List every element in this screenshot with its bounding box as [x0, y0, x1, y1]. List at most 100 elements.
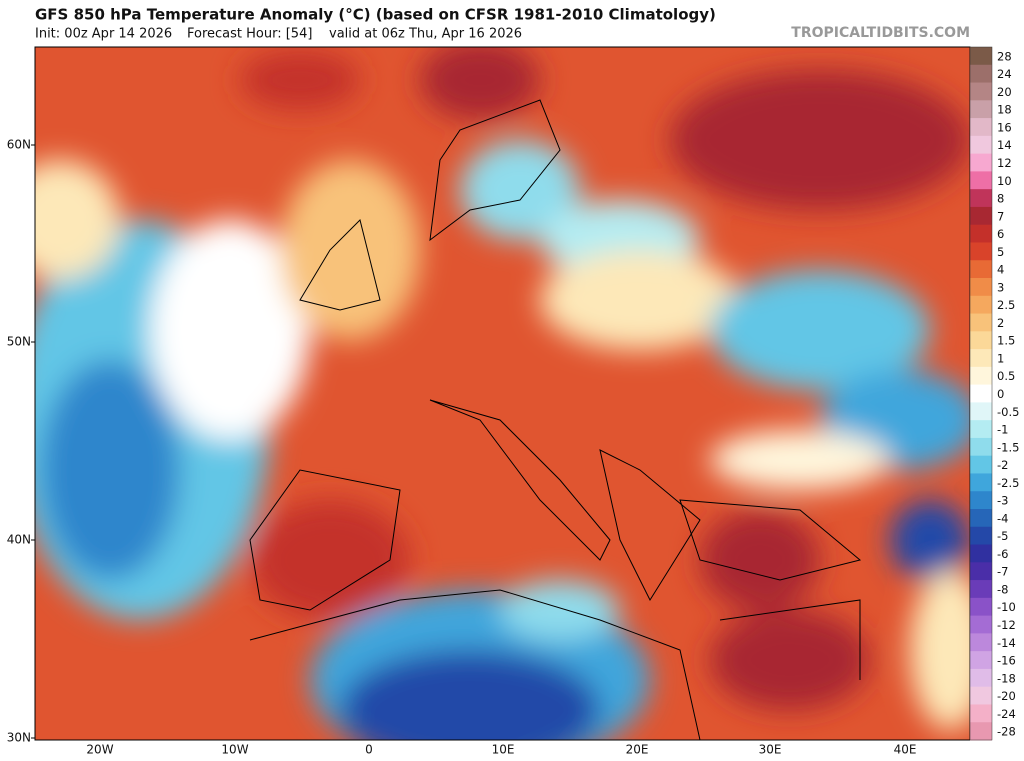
colorbar-swatch: [970, 47, 992, 66]
colorbar-swatch: [970, 491, 992, 510]
colorbar-label: 4: [997, 263, 1004, 277]
colorbar-label: 0: [997, 387, 1004, 401]
colorbar-label: 0.5: [997, 369, 1015, 383]
lat-label: 60N: [7, 138, 31, 152]
colorbar-swatch: [970, 366, 992, 386]
lon-label: 30E: [759, 743, 782, 757]
colorbar-label: 28: [997, 49, 1012, 63]
colorbar-label: 16: [997, 120, 1012, 134]
colorbar-swatch: [970, 242, 992, 261]
lon-label: 0: [365, 743, 373, 757]
colorbar-swatch: [970, 615, 992, 634]
colorbar-frame: [969, 46, 993, 741]
colorbar-swatch: [970, 153, 992, 172]
colorbar-label: 1: [997, 351, 1004, 365]
valid-time: valid at 06z Thu, Apr 16 2026: [329, 27, 522, 42]
colorbar-swatch: [970, 580, 992, 599]
colorbar-swatch: [970, 260, 992, 279]
colorbar-label: -7: [997, 565, 1008, 579]
colorbar-swatch: [970, 722, 992, 741]
colorbar-label: 10: [997, 174, 1012, 188]
map: [35, 47, 970, 740]
colorbar-swatch: [970, 189, 992, 208]
colorbar-label: 2.5: [997, 298, 1015, 312]
colorbar-swatch: [970, 402, 992, 421]
colorbar-swatch: [970, 206, 992, 226]
brand: TROPICALTIDBITS.COM: [791, 25, 970, 41]
title: GFS 850 hPa Temperature Anomaly (°C) (ba…: [35, 6, 716, 24]
colorbar-label: -16: [997, 654, 1016, 668]
colorbar-swatch: [970, 597, 992, 617]
colorbar-swatch: [970, 473, 992, 492]
colorbar-swatch: [970, 420, 992, 439]
colorbar-label: 5: [997, 245, 1004, 259]
init: Init: 00z Apr 14 2026: [35, 27, 172, 42]
colorbar-swatch: [970, 633, 992, 652]
colorbar-label: 12: [997, 156, 1012, 170]
colorbar-label: 3: [997, 280, 1004, 294]
colorbar-swatch: [970, 509, 992, 528]
colorbar-swatch: [970, 668, 992, 688]
colorbar-swatch: [970, 100, 992, 119]
lon-label: 20W: [86, 743, 113, 757]
colorbar-swatch: [970, 118, 992, 137]
colorbar-label: -3: [997, 494, 1008, 508]
lon-label: 10W: [221, 743, 248, 757]
colorbar-label: 20: [997, 85, 1012, 99]
colorbar-label: -2.5: [997, 476, 1019, 490]
colorbar-label: -5: [997, 529, 1008, 543]
colorbar-label: -6: [997, 547, 1008, 561]
forecast-hour: Forecast Hour: [54]: [187, 27, 312, 42]
colorbar-label: 24: [997, 67, 1012, 81]
colorbar-swatch: [970, 135, 992, 155]
colorbar-swatch: [970, 295, 992, 315]
colorbar: 28 24 20 18 16 14 12 10 8 7 6 5 4 3 2.5 2 1.5 1 0.5 0 -0.5 -1…: [969, 46, 1019, 741]
colorbar-label: -24: [997, 707, 1016, 721]
colorbar-label: 1.5: [997, 334, 1015, 348]
lon-label: 20E: [626, 743, 649, 757]
colorbar-label: -1.5: [997, 440, 1019, 454]
colorbar-swatch: [970, 544, 992, 563]
colorbar-label: 14: [997, 138, 1012, 152]
colorbar-swatch: [970, 562, 992, 581]
colorbar-label: -18: [997, 671, 1016, 685]
colorbar-swatch: [970, 278, 992, 297]
lon-labels: 20W 10W 0 10E 20E 30E 40E: [86, 743, 916, 757]
colorbar-swatch: [970, 526, 992, 546]
colorbar-label: -4: [997, 511, 1008, 525]
lat-label: 30N: [7, 731, 31, 745]
colorbar-label: 6: [997, 227, 1004, 241]
lat-labels: 60N 50N 40N 30N: [7, 138, 35, 745]
colorbar-swatch: [970, 224, 992, 243]
colorbar-swatch: [970, 704, 992, 723]
colorbar-swatch: [970, 686, 992, 705]
colorbar-swatch: [970, 437, 992, 457]
colorbar-swatch: [970, 331, 992, 350]
colorbar-label: 7: [997, 209, 1004, 223]
colorbar-label: -10: [997, 600, 1016, 614]
colorbar-label: -20: [997, 689, 1016, 703]
colorbar-label: -1: [997, 423, 1008, 437]
colorbar-label: -28: [997, 725, 1016, 739]
colorbar-swatch: [970, 82, 992, 101]
colorbar-swatch: [970, 349, 992, 368]
colorbar-label: 18: [997, 103, 1012, 117]
colorbar-swatch: [970, 313, 992, 332]
colorbar-label: 8: [997, 192, 1004, 206]
lat-label: 50N: [7, 335, 31, 349]
colorbar-swatch: [970, 651, 992, 670]
colorbar-swatch: [970, 64, 992, 84]
lon-label: 10E: [492, 743, 515, 757]
colorbar-swatch: [970, 171, 992, 190]
colorbar-label: -14: [997, 636, 1016, 650]
colorbar-label: -8: [997, 582, 1008, 596]
lon-label: 40E: [894, 743, 917, 757]
colorbar-label: -2: [997, 458, 1008, 472]
colorbar-label: 2: [997, 316, 1004, 330]
colorbar-swatch: [970, 455, 992, 474]
colorbar-swatch: [970, 384, 992, 403]
lat-label: 40N: [7, 533, 31, 547]
colorbar-label: -0.5: [997, 405, 1019, 419]
colorbar-label: -12: [997, 618, 1016, 632]
